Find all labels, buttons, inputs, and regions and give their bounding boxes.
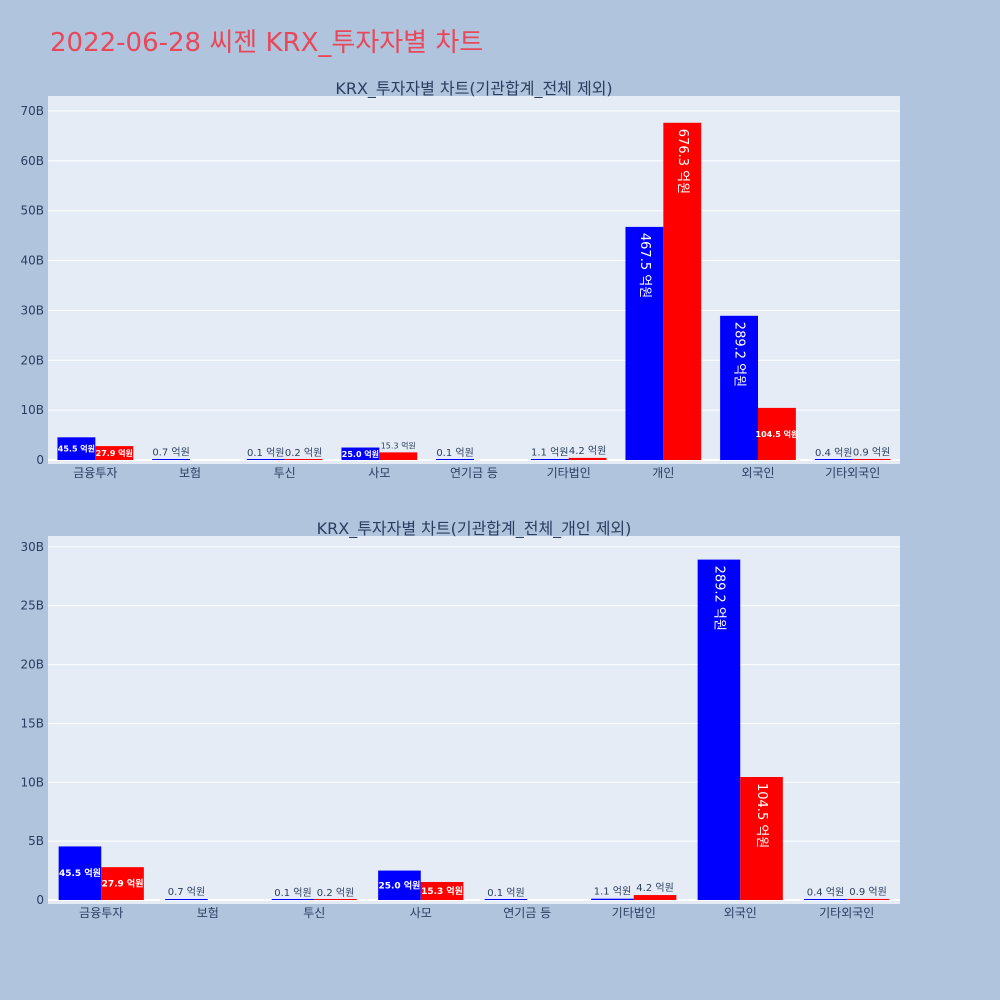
data-label: 289.2 억원 xyxy=(732,322,747,387)
data-label: 27.9 억원 xyxy=(96,448,133,458)
x-tick-label: 투신 xyxy=(303,906,325,920)
data-label: 467.5 억원 xyxy=(637,233,652,298)
bar xyxy=(484,899,528,900)
bar xyxy=(697,559,741,900)
bar xyxy=(314,899,357,900)
data-label: 27.9 억원 xyxy=(102,878,144,890)
bar xyxy=(95,446,134,460)
y-tick-label: 10B xyxy=(20,775,44,789)
data-label: 0.1 억원 xyxy=(436,447,473,459)
data-label: 0.9 억원 xyxy=(853,447,890,459)
data-label: 289.2 억원 xyxy=(711,566,726,631)
chart-1: 0 10B 20B 30B 40B 50B 60B 70B KRX_투자자별 차트(기관합계_전… xyxy=(20,79,900,480)
data-label: 1.1 억원 xyxy=(594,886,631,898)
x-tick-label: 투신 xyxy=(274,466,296,480)
data-label: 0.2 억원 xyxy=(317,887,354,899)
y-tick-label: 70B xyxy=(20,104,44,118)
x-tick-label: 외국인 xyxy=(724,906,757,920)
x-tick-label: 사모 xyxy=(410,906,432,920)
x-tick-label: 기타법인 xyxy=(547,466,591,480)
bar xyxy=(271,899,315,900)
bar xyxy=(284,459,323,460)
bar xyxy=(378,870,421,900)
x-tick-label: 보험 xyxy=(197,906,219,920)
bar xyxy=(625,226,664,460)
bar xyxy=(341,447,380,460)
bar xyxy=(804,899,847,900)
x-tick-label: 금융투자 xyxy=(79,906,123,920)
data-label: 104.5 억원 xyxy=(754,783,769,848)
data-label: 0.4 억원 xyxy=(807,887,844,899)
bar xyxy=(101,867,144,900)
data-label: 15.3 억원 xyxy=(381,440,416,450)
y-tick-label: 0 xyxy=(36,453,44,467)
bar xyxy=(852,459,891,460)
data-label: 1.1 억원 xyxy=(531,446,568,458)
data-label: 0.4 억원 xyxy=(815,447,852,459)
y-tick-label: 15B xyxy=(20,716,44,730)
chart-title: KRX_투자자별 차트(기관합계_전체 제외) xyxy=(335,79,612,99)
data-label: 25.0 억원 xyxy=(342,449,379,459)
data-label: 25.0 억원 xyxy=(378,879,420,891)
bar xyxy=(814,459,853,460)
y-tick-label: 20B xyxy=(20,658,44,672)
y-tick-label: 30B xyxy=(20,540,44,554)
data-label: 0.9 억원 xyxy=(849,886,886,898)
data-label: 104.5 억원 xyxy=(756,429,799,439)
bar xyxy=(633,895,677,900)
y-tick-label: 0 xyxy=(36,893,44,907)
data-label: 45.5 억원 xyxy=(59,867,101,879)
x-tick-label: 사모 xyxy=(368,466,390,480)
bar xyxy=(740,776,783,900)
y-tick-label: 10B xyxy=(20,403,44,417)
x-tick-label: 보험 xyxy=(179,466,201,480)
bar xyxy=(165,899,208,900)
bar xyxy=(57,437,96,460)
y-tick-label: 5B xyxy=(28,834,44,848)
x-tick-label: 연기금 등 xyxy=(503,906,551,920)
data-label: 0.7 억원 xyxy=(152,447,189,459)
page-title: 2022-06-28 씨젠 KRX_투자자별 차트 xyxy=(50,28,484,58)
data-label: 0.2 억원 xyxy=(285,447,322,459)
data-label: 4.2 억원 xyxy=(569,445,606,457)
bar xyxy=(591,898,634,900)
y-tick-label: 20B xyxy=(20,353,44,367)
bar xyxy=(720,315,758,460)
bar xyxy=(246,459,285,460)
bar xyxy=(58,846,102,900)
y-tick-label: 60B xyxy=(20,154,44,168)
x-tick-label: 기타외국인 xyxy=(819,906,874,920)
y-tick-label: 40B xyxy=(20,254,44,268)
chart-title: KRX_투자자별 차트(기관합계_전체_개인 제외) xyxy=(317,519,632,539)
x-tick-label: 연기금 등 xyxy=(450,466,498,480)
bar xyxy=(663,122,702,460)
y-tick-label: 30B xyxy=(20,303,44,317)
bar xyxy=(152,459,190,460)
y-tick-label: 50B xyxy=(20,204,44,218)
y-tick-label: 25B xyxy=(20,599,44,613)
bar xyxy=(379,452,418,460)
x-tick-label: 기타외국인 xyxy=(825,466,880,480)
bar xyxy=(758,407,796,460)
chart-2: 0 5B 10B 15B 20B 25B 30B KRX_투자자별 차트(기관합계_전체_개인… xyxy=(20,519,900,920)
x-tick-label: 외국인 xyxy=(741,466,774,480)
data-label: 15.3 억원 xyxy=(421,885,463,897)
bar xyxy=(530,459,569,460)
x-tick-label: 개인 xyxy=(652,466,674,480)
data-label: 45.5 억원 xyxy=(58,444,95,454)
bar xyxy=(436,459,474,460)
data-label: 0.7 억원 xyxy=(168,886,205,898)
x-tick-label: 기타법인 xyxy=(612,906,656,920)
x-tick-label: 금융투자 xyxy=(73,466,117,480)
data-label: 4.2 억원 xyxy=(636,882,673,894)
bar xyxy=(568,457,607,460)
bar xyxy=(846,898,890,900)
data-label: 676.3 억원 xyxy=(675,129,690,194)
data-label: 0.1 억원 xyxy=(247,447,284,459)
bar xyxy=(420,881,464,900)
data-label: 0.1 억원 xyxy=(487,887,524,899)
data-label: 0.1 억원 xyxy=(274,887,311,899)
